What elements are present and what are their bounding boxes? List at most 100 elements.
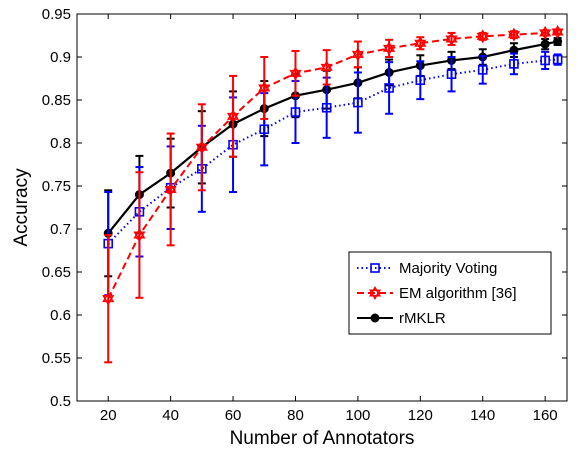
data-point xyxy=(445,31,458,46)
y-axis-label: Accuracy xyxy=(11,168,32,247)
data-point xyxy=(353,97,363,108)
plot-background xyxy=(77,14,567,401)
series-line xyxy=(107,40,558,234)
x-tick-label: 60 xyxy=(225,407,242,424)
data-point xyxy=(509,59,519,69)
x-tick-label: 160 xyxy=(533,407,558,424)
y-tick-label: 0.55 xyxy=(42,350,71,367)
data-point-tri-down xyxy=(102,295,115,306)
y-tick-label: 0.8 xyxy=(50,135,71,152)
x-tick-label: 40 xyxy=(162,407,179,424)
legend-marker xyxy=(370,313,380,323)
data-point-tri-down xyxy=(258,84,271,95)
data-point xyxy=(477,65,488,75)
data-point xyxy=(351,47,364,62)
data-point xyxy=(551,25,564,40)
legend-entry: rMKLR xyxy=(357,310,446,327)
data-point xyxy=(552,54,563,65)
data-point-tri-up xyxy=(539,25,552,37)
y-tick-label: 0.85 xyxy=(42,92,71,109)
data-point-tri-down xyxy=(383,44,396,56)
data-point xyxy=(289,66,302,81)
data-point-tri-up xyxy=(133,228,146,239)
y-tick-label: 0.65 xyxy=(42,264,71,281)
data-point-tri-up xyxy=(102,291,115,303)
data-point-tri-down xyxy=(539,29,552,40)
x-tick-label: 80 xyxy=(287,407,304,424)
series-line xyxy=(107,31,558,300)
data-point-tri-up xyxy=(164,182,177,193)
data-point xyxy=(383,41,396,56)
x-tick-label: 100 xyxy=(345,407,370,424)
x-tick-label: 140 xyxy=(470,407,495,424)
legend-label: Majority Voting xyxy=(399,260,497,277)
data-point-tri-up xyxy=(226,109,240,120)
y-tick-label: 0.95 xyxy=(42,6,71,23)
data-point-tri-down xyxy=(414,39,427,51)
data-point xyxy=(539,25,552,40)
legend: Majority Voting EM algorithm [36] rMKLR xyxy=(348,251,552,335)
data-point xyxy=(507,27,521,42)
legend-label: rMKLR xyxy=(399,310,446,327)
legend-entry: EM algorithm [36] xyxy=(357,285,517,302)
data-point-tri-down xyxy=(507,31,521,42)
data-point-tri-down xyxy=(289,69,302,81)
data-point xyxy=(102,291,115,306)
data-point-tri-down xyxy=(445,35,458,46)
x-tick-label: 20 xyxy=(100,407,117,424)
x-axis-label: Number of Annotators xyxy=(230,428,415,449)
legend-label: EM algorithm [36] xyxy=(399,285,517,302)
y-tick-label: 0.75 xyxy=(42,178,71,195)
data-point-tri-up xyxy=(195,140,208,151)
data-point xyxy=(540,55,550,66)
data-point-tri-down xyxy=(195,143,208,155)
data-point xyxy=(384,83,394,93)
data-point-tri-up xyxy=(258,80,271,92)
data-point xyxy=(164,182,177,197)
data-point-tri-down xyxy=(551,28,564,40)
data-point-tri-up xyxy=(414,36,427,47)
data-point-tri-up xyxy=(476,29,489,40)
data-point xyxy=(195,140,208,155)
y-tick-label: 0.5 xyxy=(50,393,71,410)
data-point-tri-down xyxy=(476,32,489,44)
data-point xyxy=(320,60,333,75)
data-point xyxy=(258,80,271,95)
data-point xyxy=(540,39,550,49)
data-point xyxy=(476,29,489,44)
legend-entry: Majority Voting xyxy=(357,260,497,277)
data-point xyxy=(321,102,332,113)
y-tick-label: 0.7 xyxy=(50,221,71,238)
error-bar xyxy=(385,61,394,115)
legend-marker xyxy=(370,263,380,273)
axes-layer: 20 40 60 80 100 120 140 160 0.5 0.55 0.6 0.65 0.7 0.7… xyxy=(42,6,568,424)
legend-marker-tri-down xyxy=(368,289,382,301)
data-point-tri-up xyxy=(445,31,458,43)
legend-marker-tri-up xyxy=(368,285,382,297)
data-point xyxy=(415,75,426,86)
data-point-tri-down xyxy=(320,63,333,75)
plot-area xyxy=(77,14,567,401)
data-point-tri-up xyxy=(289,66,302,77)
data-point-tri-up xyxy=(351,47,364,58)
data-point-tri-up xyxy=(551,25,564,36)
data-point xyxy=(133,228,146,243)
series-layer xyxy=(102,25,564,364)
data-point xyxy=(259,124,270,135)
data-point xyxy=(414,36,427,51)
data-point-tri-down xyxy=(351,50,364,62)
data-point-tri-up xyxy=(320,60,333,71)
legend-marker xyxy=(368,285,382,301)
series-1 xyxy=(102,25,564,364)
data-point-tri-down xyxy=(133,231,146,243)
y-tick-label: 0.9 xyxy=(50,49,71,66)
data-point xyxy=(446,69,457,79)
data-point xyxy=(290,107,301,117)
plot-frame xyxy=(76,13,568,402)
data-point-tri-down xyxy=(226,112,240,124)
data-point xyxy=(226,109,240,124)
data-point-tri-down xyxy=(164,185,177,197)
data-point-tri-up xyxy=(383,41,396,52)
x-tick-label: 120 xyxy=(408,407,433,424)
